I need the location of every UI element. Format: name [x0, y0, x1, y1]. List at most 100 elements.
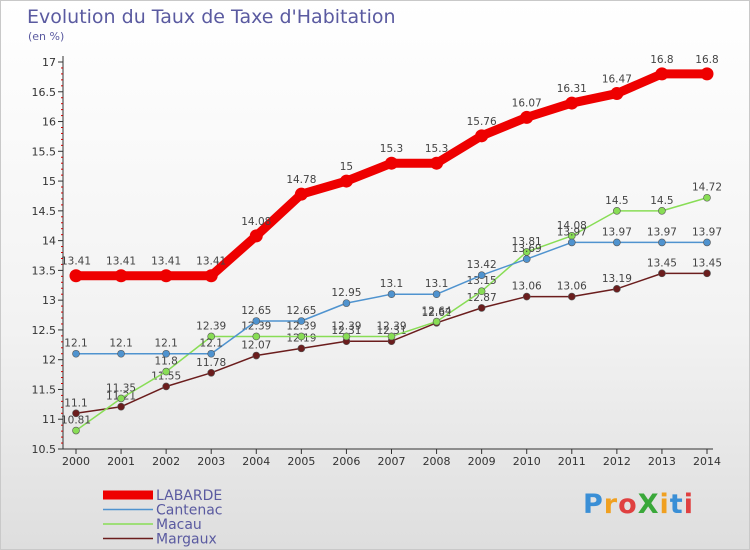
- data-point: [432, 317, 441, 326]
- data-point: [159, 269, 173, 283]
- series-line-labarde: [71, 69, 712, 281]
- x-tick-label: 2005: [287, 455, 315, 468]
- data-label: 13.41: [196, 256, 226, 268]
- data-point: [387, 332, 396, 341]
- data-label: 15.76: [467, 116, 497, 128]
- data-label: 13.45: [647, 257, 677, 269]
- data-label: 11.1: [64, 397, 87, 409]
- data-point: [252, 351, 261, 360]
- data-label: 12.1: [64, 338, 87, 350]
- data-point: [522, 292, 531, 301]
- data-label: 13.97: [692, 226, 722, 238]
- legend-label: Macau: [156, 517, 202, 533]
- proxiti-logo: ProXiti: [583, 489, 694, 520]
- y-tick-label: 13: [42, 294, 56, 307]
- data-label: 11.78: [196, 357, 226, 369]
- data-point: [565, 96, 579, 110]
- data-point: [658, 207, 666, 215]
- chart-title: Evolution du Taux de Taxe d'Habitation: [27, 6, 396, 28]
- data-point: [567, 238, 576, 247]
- x-tick-label: 2014: [693, 455, 721, 468]
- x-tick-label: 2003: [197, 455, 225, 468]
- data-label: 16.07: [512, 97, 542, 109]
- data-point: [613, 238, 621, 247]
- data-point: [703, 269, 711, 278]
- y-tick-label: 16.5: [32, 86, 57, 99]
- logo-letter: i: [659, 489, 670, 520]
- y-tick-label: 14.5: [32, 205, 57, 218]
- data-point: [432, 290, 441, 299]
- data-point: [207, 332, 216, 341]
- data-label: 14.72: [692, 182, 722, 194]
- data-label: 13.06: [557, 281, 587, 293]
- logo-letter: P: [583, 489, 604, 520]
- data-point: [477, 271, 486, 279]
- data-label: 13.69: [512, 243, 542, 255]
- data-label: 15.3: [380, 143, 403, 155]
- legend-label: Margaux: [156, 532, 217, 548]
- data-point: [567, 292, 576, 301]
- data-point: [72, 349, 80, 358]
- y-tick-label: 17: [42, 56, 56, 69]
- data-label: 12.95: [331, 287, 361, 299]
- data-label: 16.47: [602, 74, 632, 86]
- data-point: [162, 349, 170, 358]
- data-point: [69, 269, 83, 283]
- data-point: [252, 332, 261, 341]
- data-point: [658, 269, 666, 278]
- data-label: 16.8: [695, 54, 718, 66]
- logo-letter: o: [618, 489, 638, 520]
- x-tick-label: 2010: [513, 455, 541, 468]
- data-point: [297, 317, 306, 325]
- x-tick-label: 2002: [152, 455, 180, 468]
- data-label: 13.06: [512, 281, 542, 293]
- data-label: 13.1: [425, 278, 448, 290]
- y-tick-label: 13.5: [32, 264, 57, 277]
- data-label: 13.1: [380, 278, 403, 290]
- data-label: 12.31: [331, 325, 361, 337]
- x-tick-label: 2007: [378, 455, 406, 468]
- data-point: [249, 229, 263, 243]
- x-tick-label: 2013: [648, 455, 676, 468]
- data-point: [520, 110, 534, 124]
- data-point: [207, 368, 216, 377]
- x-tick-label: 2012: [603, 455, 631, 468]
- logo-letter: r: [603, 489, 619, 520]
- x-tick-label: 2000: [62, 455, 90, 468]
- data-label: 12.1: [154, 338, 177, 350]
- data-label: 12.87: [467, 292, 497, 304]
- x-tick-label: 2009: [468, 455, 496, 468]
- legend-label: LABARDE: [156, 488, 222, 504]
- data-label: 12.07: [241, 340, 271, 352]
- x-tick-label: 2006: [332, 455, 360, 468]
- data-label: 12.39: [376, 320, 406, 332]
- data-label: 14.5: [650, 195, 673, 207]
- data-point: [207, 349, 216, 358]
- data-label: 12.39: [196, 320, 226, 332]
- data-label: 12.65: [241, 305, 271, 317]
- y-tick-label: 14: [42, 235, 56, 248]
- data-point: [162, 367, 170, 376]
- data-point: [117, 394, 125, 403]
- y-tick-label: 11.5: [32, 383, 57, 396]
- data-point: [613, 207, 621, 215]
- data-label: 16.8: [650, 54, 673, 66]
- data-point: [72, 426, 80, 435]
- x-tick-label: 2001: [107, 455, 135, 468]
- data-label: 13.41: [151, 256, 181, 268]
- data-label: 15: [340, 161, 353, 173]
- data-point: [477, 304, 486, 312]
- y-tick-label: 12.5: [32, 324, 57, 337]
- data-label: 12.39: [286, 320, 316, 332]
- data-label: 12.39: [241, 320, 271, 332]
- data-point: [117, 349, 125, 358]
- x-tick-label: 2008: [423, 455, 451, 468]
- data-point: [162, 382, 170, 391]
- y-unit-label: (en %): [28, 30, 65, 43]
- y-tick-label: 16: [42, 116, 56, 129]
- data-label: 13.41: [61, 256, 91, 268]
- data-point: [475, 129, 489, 143]
- data-label: 10.81: [61, 415, 91, 427]
- data-point: [703, 193, 711, 202]
